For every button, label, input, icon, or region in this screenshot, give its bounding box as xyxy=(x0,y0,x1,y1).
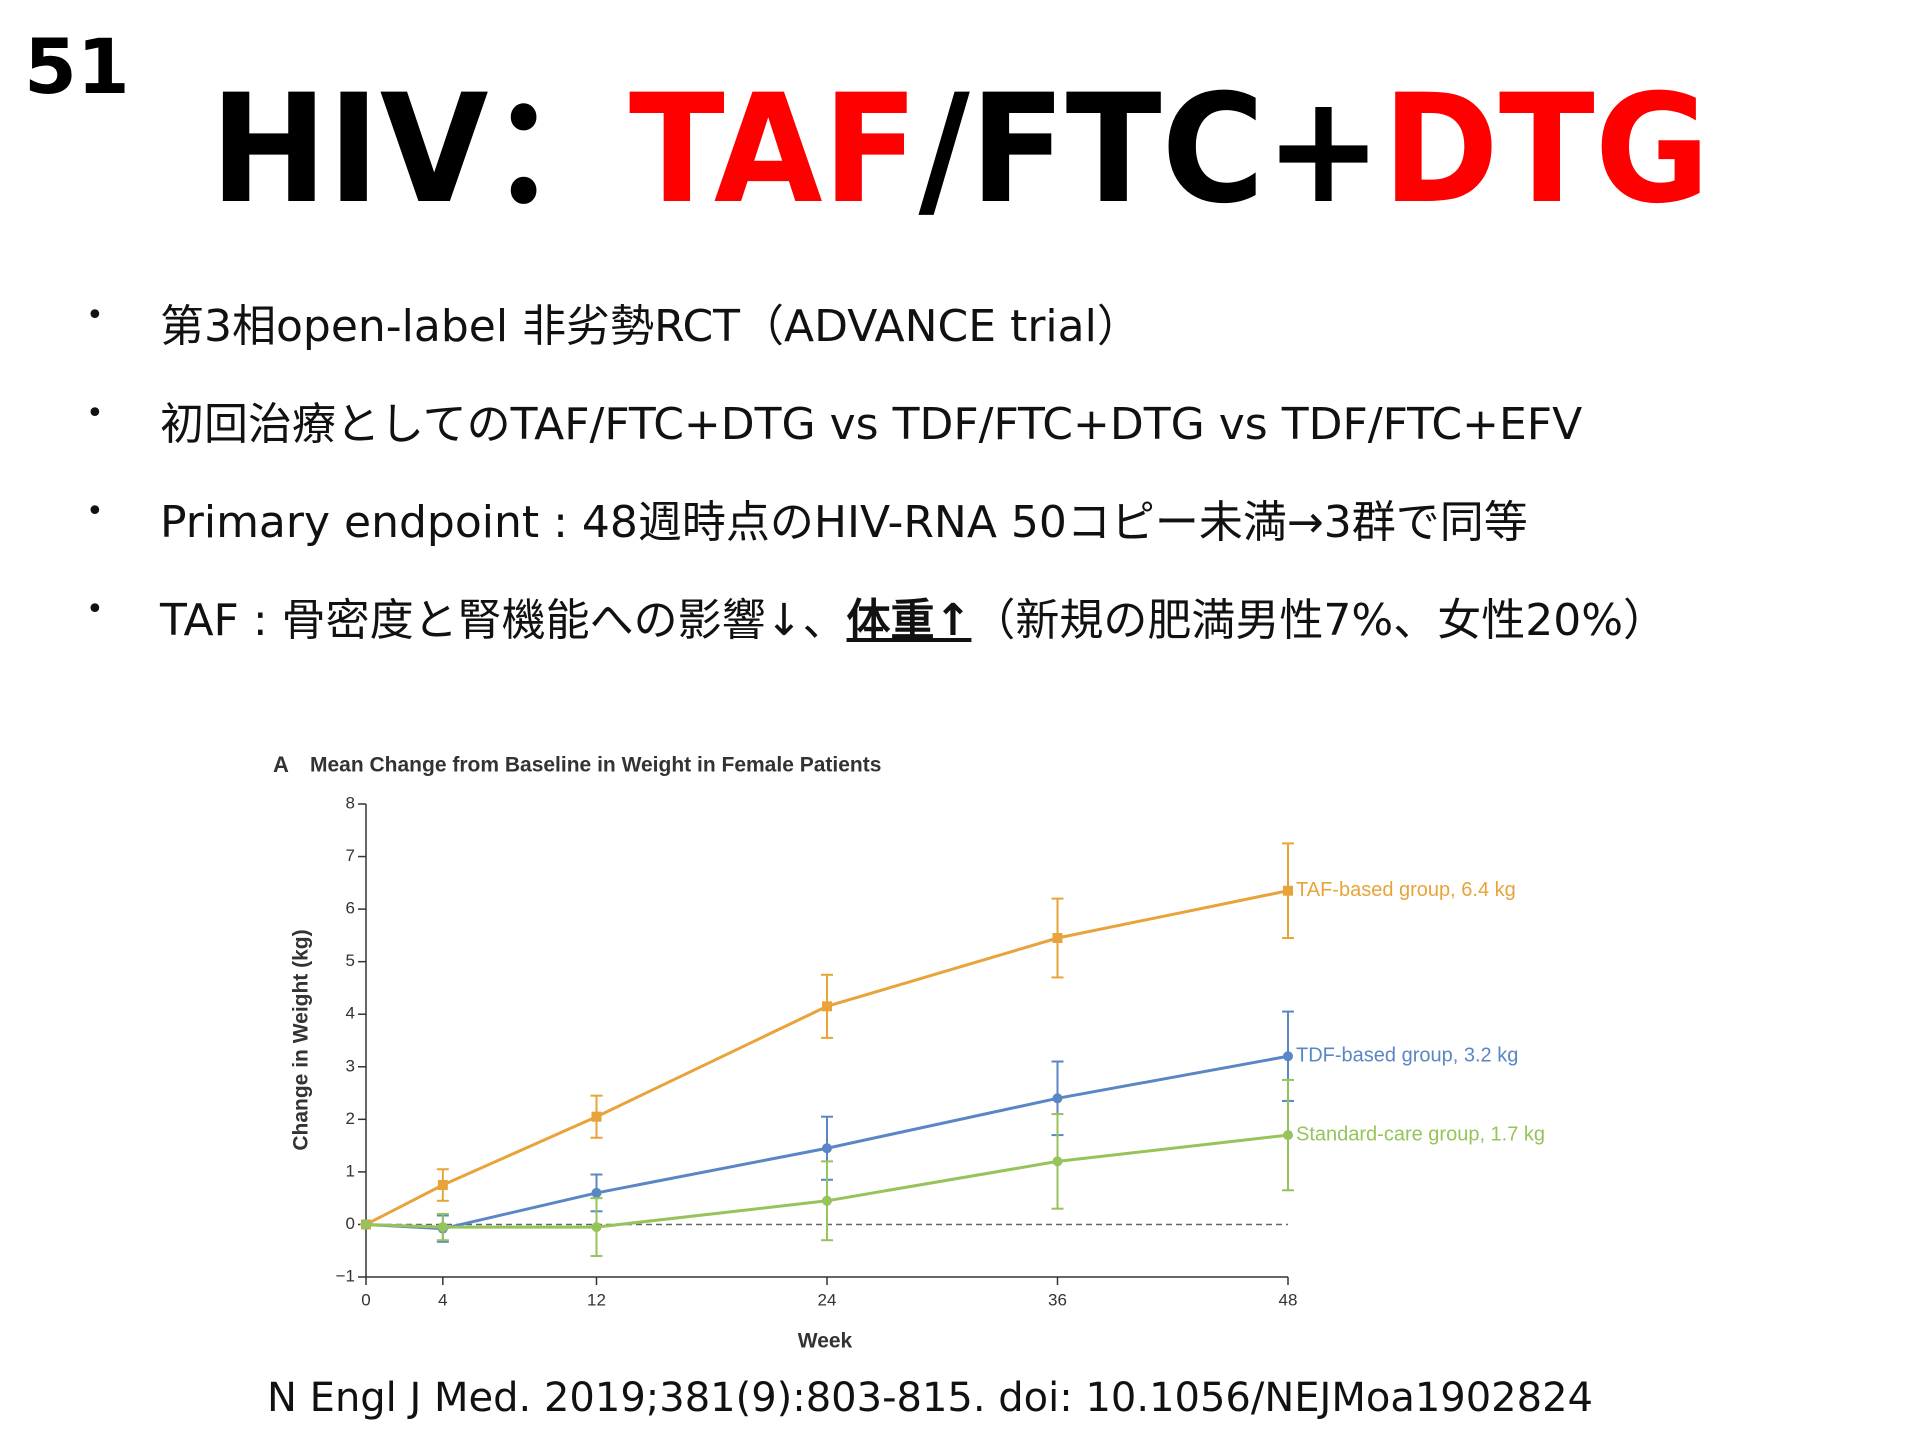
title: HIV：TAF/FTC+DTG xyxy=(210,63,1710,237)
title-part: /FTC+ xyxy=(919,63,1383,237)
series-line xyxy=(365,1054,1289,1231)
x-tick-label: 24 xyxy=(818,1290,837,1309)
x-tick-label: 48 xyxy=(1279,1290,1298,1309)
series-line xyxy=(365,889,1289,1226)
error-bar xyxy=(436,1214,449,1243)
x-tick-label: 4 xyxy=(438,1290,447,1309)
error-bar xyxy=(590,1173,603,1213)
marker xyxy=(591,1187,602,1198)
marker xyxy=(437,1223,448,1234)
marker xyxy=(822,1143,832,1154)
bullet-text: TAF : 骨密度と腎機能への影響↓、 xyxy=(160,595,847,646)
marker xyxy=(822,1001,832,1012)
error-bar xyxy=(1282,1010,1294,1102)
series-line xyxy=(365,1133,1289,1229)
y-tick-label: 0 xyxy=(346,1214,355,1233)
error-bar xyxy=(1051,1060,1064,1137)
marker xyxy=(591,1111,602,1122)
error-bar xyxy=(1282,842,1294,940)
y-tick-label: 7 xyxy=(346,846,355,865)
error-bar xyxy=(821,1160,833,1242)
x-axis-label: Week xyxy=(798,1330,853,1353)
bullet-dot: • xyxy=(86,494,104,529)
marker xyxy=(361,1219,371,1230)
bullet: TAF : 骨密度と腎機能への影響↓、体重↑（新規の肥満男性7%、女性20%） xyxy=(160,584,1667,648)
y-tick-label: 4 xyxy=(346,1004,355,1023)
bullet: 初回治療としてのTAF/FTC+DTG vs TDF/FTC+DTG vs TD… xyxy=(160,388,1582,452)
bullet: 第3相open-label 非劣勢RCT（ADVANCE trial） xyxy=(160,290,1141,354)
bullet-text: （新規の肥満男性7%、女性20%） xyxy=(971,595,1668,646)
marker xyxy=(1052,1093,1063,1104)
y-axis-label: Change in Weight (kg) xyxy=(290,929,313,1150)
marker xyxy=(1283,885,1293,896)
error-bar xyxy=(1051,897,1064,979)
marker xyxy=(591,1222,602,1233)
bullet-text: 第3相open-label 非劣勢RCT（ADVANCE trial） xyxy=(160,301,1141,352)
bullet-dot: • xyxy=(86,592,104,627)
panel-label: A xyxy=(273,752,289,777)
y-tick-label: 2 xyxy=(346,1109,355,1128)
y-tick-label: 8 xyxy=(346,793,355,812)
bullet-dot: • xyxy=(86,396,104,431)
marker xyxy=(1052,1156,1063,1167)
bullet-dot: • xyxy=(86,298,104,333)
series-label: TAF-based group, 6.4 kg xyxy=(1296,879,1516,901)
x-tick-label: 36 xyxy=(1048,1290,1067,1309)
y-tick-label: 3 xyxy=(346,1056,355,1075)
marker xyxy=(1052,933,1063,944)
marker xyxy=(1283,1051,1293,1062)
marker xyxy=(437,1222,448,1233)
y-tick-label: 5 xyxy=(346,951,355,970)
error-bar xyxy=(1282,1078,1294,1192)
x-tick-label: 0 xyxy=(361,1290,370,1309)
marker xyxy=(437,1180,448,1191)
series-label: Standard-care group, 1.7 kg xyxy=(1296,1123,1545,1145)
marker xyxy=(1283,1130,1293,1141)
slide-number: 51 xyxy=(24,22,130,111)
bullet: Primary endpoint : 48週時点のHIV-RNA 50コピー未満… xyxy=(160,486,1528,550)
series-label: TDF-based group, 3.2 kg xyxy=(1296,1045,1518,1067)
error-bar xyxy=(590,1094,603,1139)
error-bar xyxy=(821,1115,833,1181)
title-part: DTG xyxy=(1382,63,1710,237)
marker xyxy=(361,1219,371,1230)
title-part: TAF xyxy=(629,63,919,237)
error-bar xyxy=(436,1212,449,1242)
bullet-text: 体重↑ xyxy=(846,595,972,646)
title-part: HIV： xyxy=(210,63,629,237)
y-tick-label: 6 xyxy=(346,899,355,918)
y-tick-label: −1 xyxy=(336,1266,355,1285)
y-tick-label: 1 xyxy=(346,1161,355,1180)
error-bar xyxy=(821,973,833,1039)
error-bar xyxy=(1051,1113,1064,1210)
error-bar xyxy=(590,1197,603,1257)
error-bar xyxy=(436,1168,449,1202)
bullet-text: Primary endpoint : 48週時点のHIV-RNA 50コピー未満… xyxy=(160,497,1528,548)
title-text: HIV：TAF/FTC+DTG xyxy=(210,63,1710,237)
x-tick-label: 12 xyxy=(587,1290,606,1309)
marker xyxy=(822,1195,832,1206)
marker xyxy=(361,1219,371,1230)
bullet-text: 初回治療としてのTAF/FTC+DTG vs TDF/FTC+DTG vs TD… xyxy=(160,399,1583,450)
chart-title: Mean Change from Baseline in Weight in F… xyxy=(310,754,881,777)
citation: N Engl J Med. 2019;381(9):803-815. doi: … xyxy=(267,1375,1593,1421)
